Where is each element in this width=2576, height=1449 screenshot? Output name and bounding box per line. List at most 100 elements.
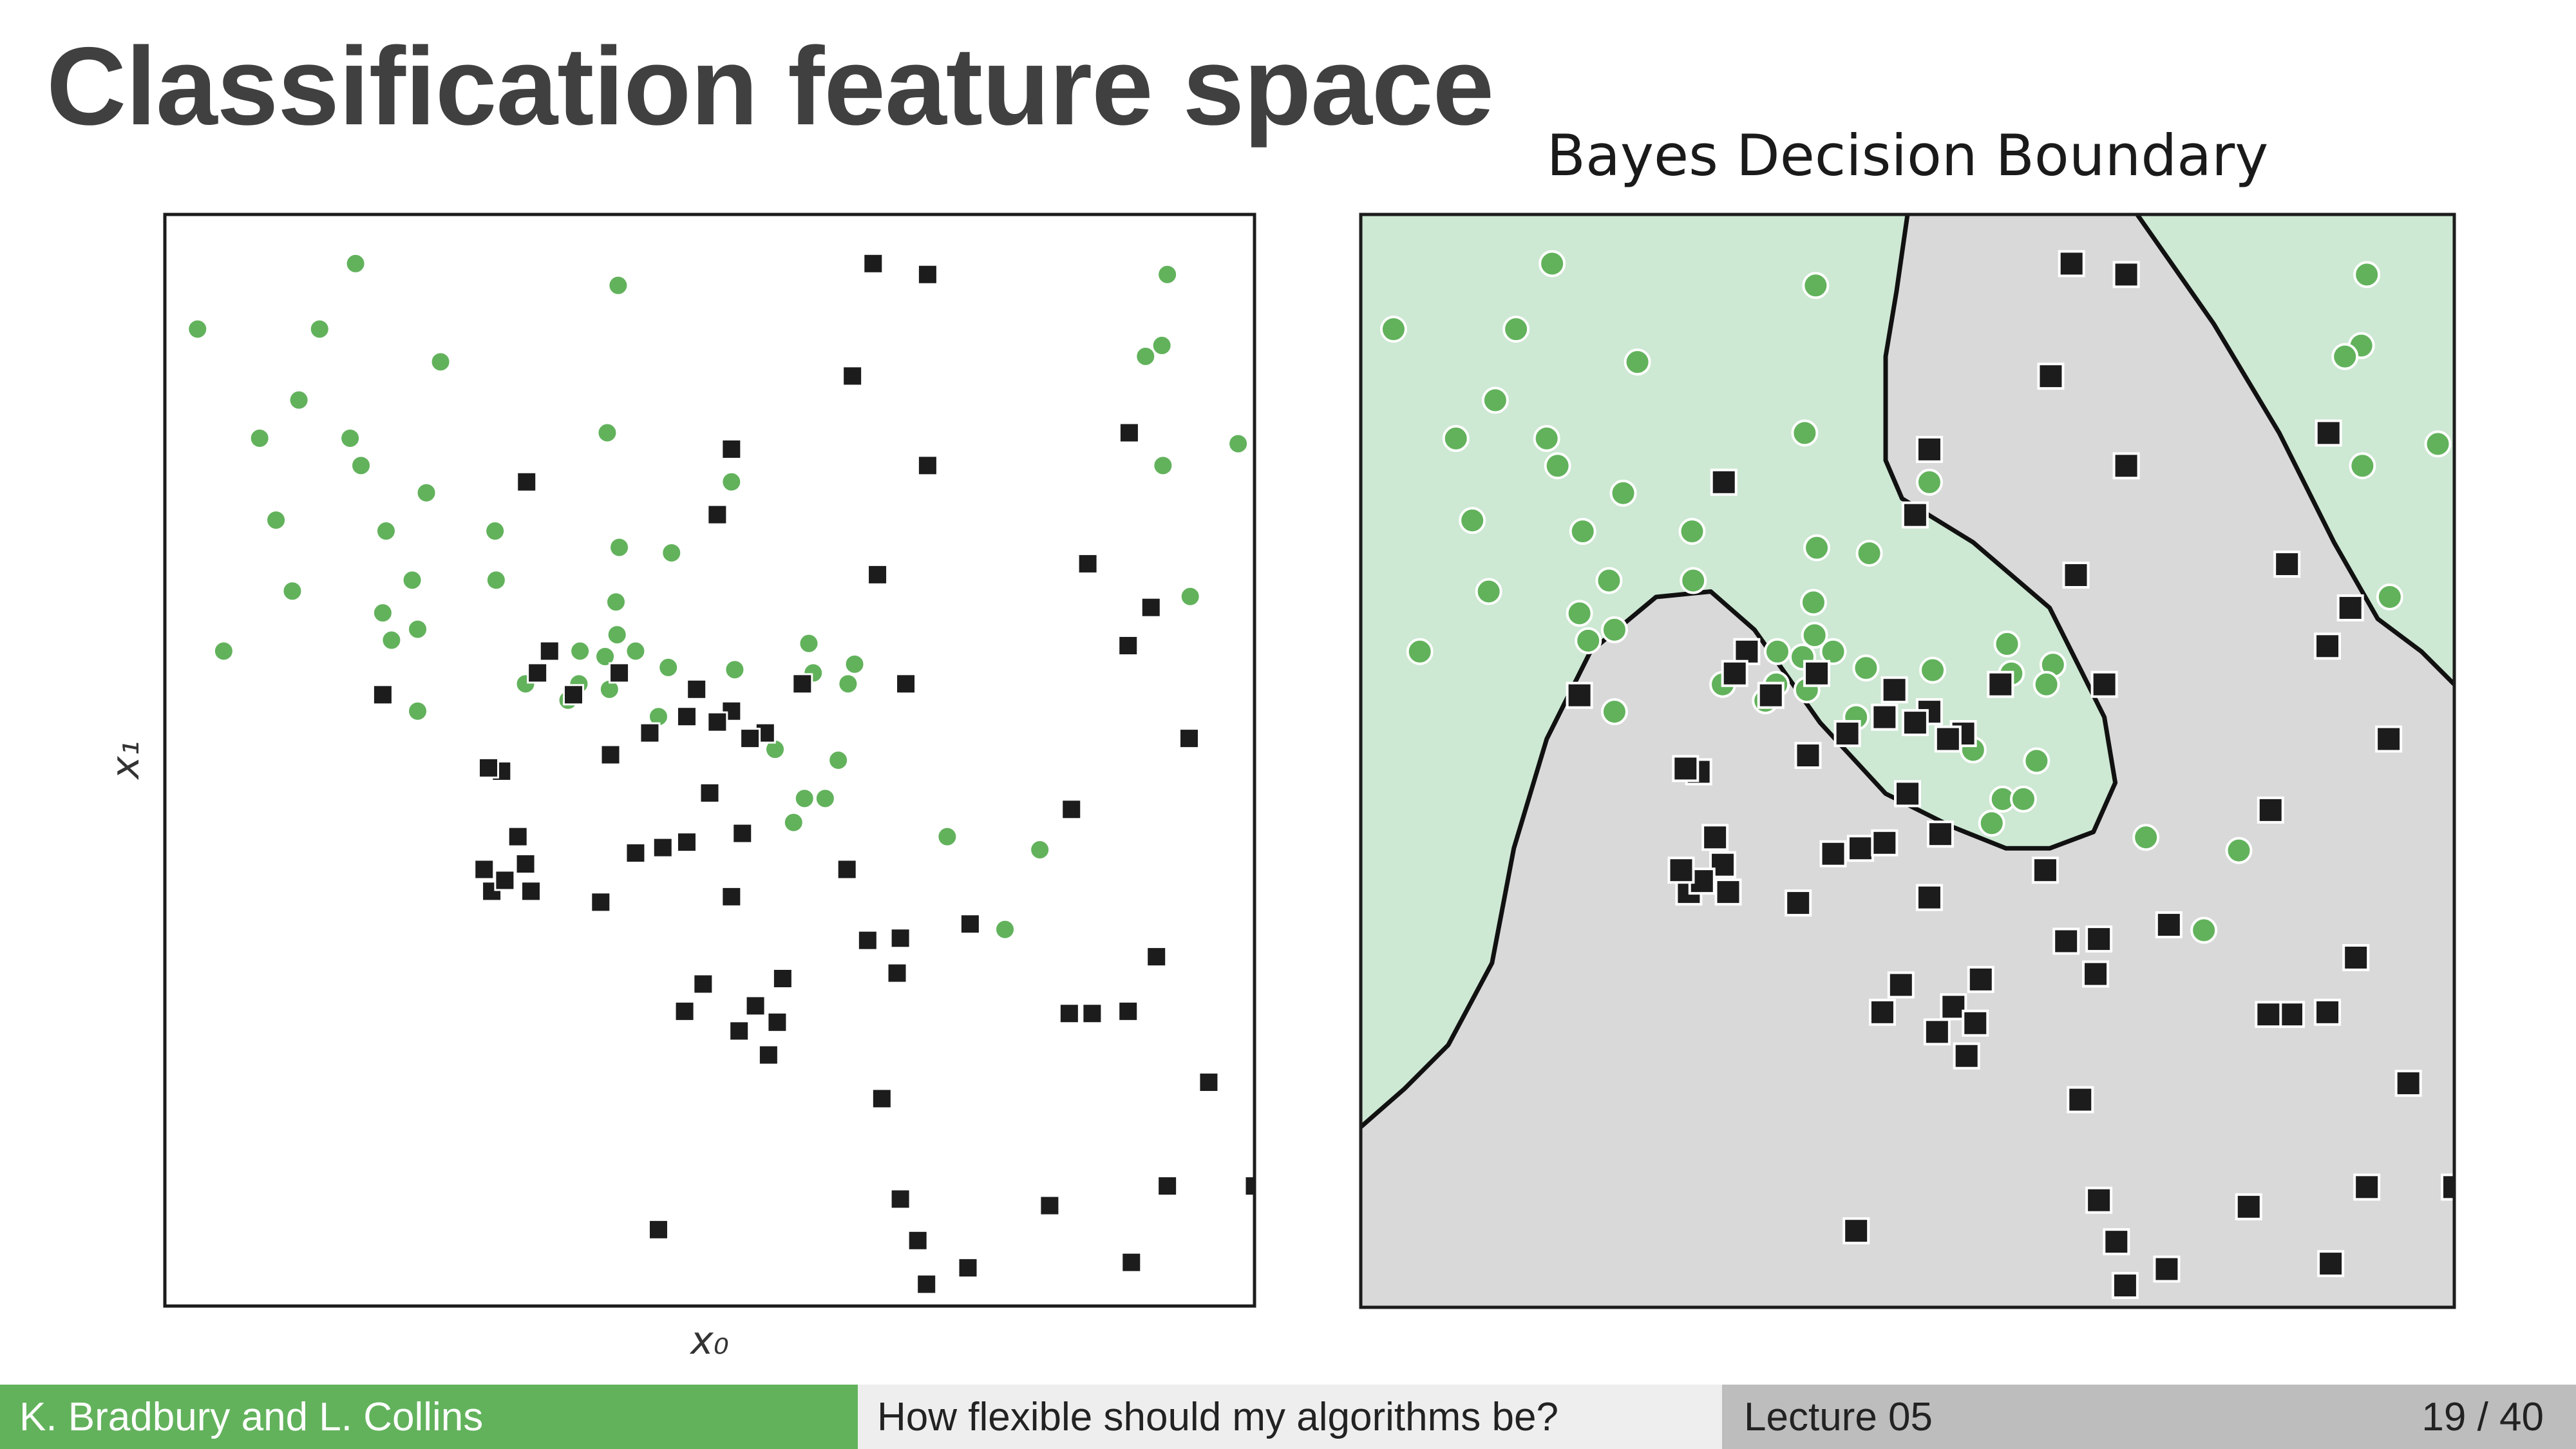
circle-class-point bbox=[249, 427, 270, 449]
circle-class-point bbox=[661, 542, 683, 564]
circle-class-point bbox=[828, 750, 849, 771]
square-class-point bbox=[2441, 1173, 2454, 1201]
square-class-point bbox=[1061, 799, 1083, 820]
square-class-point bbox=[2062, 562, 2090, 589]
bayes-decision-boundary-plot: Bayes Decision Boundary bbox=[1359, 122, 2456, 1309]
square-class-point bbox=[692, 973, 714, 995]
circle-class-point bbox=[1502, 316, 1530, 343]
circle-class-point bbox=[994, 918, 1016, 940]
square-class-point bbox=[867, 564, 889, 585]
circle-class-point bbox=[1029, 838, 1051, 860]
square-class-point bbox=[728, 1020, 750, 1042]
footer-authors: K. Bradbury and L. Collins bbox=[0, 1385, 858, 1449]
square-class-point bbox=[1819, 840, 1847, 867]
x-axis-label: x₀ bbox=[689, 1318, 729, 1363]
data-points bbox=[1379, 250, 2454, 1300]
y-axis-label: x₁ bbox=[103, 741, 148, 781]
square-class-point bbox=[1710, 468, 1738, 496]
circle-class-point bbox=[1978, 810, 2005, 837]
authors-text: K. Bradbury and L. Collins bbox=[19, 1394, 484, 1439]
circle-class-point bbox=[1919, 656, 1947, 684]
circle-class-point bbox=[213, 640, 234, 662]
slide-title: Classification feature space bbox=[46, 24, 1494, 148]
square-class-point bbox=[1117, 635, 1139, 657]
square-class-point bbox=[372, 684, 393, 706]
circle-class-point bbox=[1481, 386, 1509, 414]
circle-class-point bbox=[1406, 638, 1434, 665]
square-class-point bbox=[1803, 659, 1831, 687]
circle-class-point bbox=[407, 700, 429, 722]
footer-talk-title: How flexible should my algorithms be? bbox=[858, 1385, 1722, 1449]
square-class-point bbox=[1785, 889, 1812, 917]
circle-class-point bbox=[1801, 621, 1828, 649]
square-class-point bbox=[1794, 742, 1822, 770]
square-class-point bbox=[674, 1000, 696, 1022]
square-class-point bbox=[1178, 728, 1200, 750]
circle-class-point bbox=[2190, 916, 2218, 944]
square-class-point bbox=[1833, 720, 1861, 748]
square-class-point bbox=[676, 831, 697, 853]
square-class-point bbox=[600, 744, 621, 766]
circle-class-point bbox=[187, 318, 209, 340]
data-points bbox=[187, 252, 1255, 1295]
square-class-point bbox=[1842, 1217, 1870, 1245]
circle-class-point bbox=[1678, 518, 1706, 545]
circle-class-point bbox=[569, 640, 591, 662]
square-class-point bbox=[2067, 1086, 2094, 1113]
square-class-point bbox=[2155, 911, 2183, 939]
square-class-point bbox=[516, 471, 538, 493]
square-class-point bbox=[2353, 1173, 2381, 1201]
square-class-point bbox=[1987, 670, 2014, 698]
square-class-point bbox=[1923, 1018, 1951, 1046]
square-class-point bbox=[2090, 670, 2118, 698]
square-class-point bbox=[520, 880, 542, 902]
square-class-point bbox=[1926, 820, 1954, 848]
square-class-point bbox=[2342, 943, 2370, 971]
circle-class-point bbox=[430, 351, 451, 373]
circle-class-point bbox=[1533, 424, 1560, 452]
boundary-line bbox=[2135, 214, 2454, 687]
circle-class-point bbox=[1442, 424, 1470, 452]
circle-class-point bbox=[401, 569, 423, 591]
square-class-point bbox=[1871, 829, 1899, 857]
circle-class-point bbox=[1680, 567, 1707, 594]
square-class-point bbox=[1953, 1042, 1980, 1070]
square-class-point bbox=[2235, 1193, 2262, 1220]
square-class-point bbox=[2314, 998, 2342, 1026]
square-class-point bbox=[2103, 1228, 2130, 1256]
circle-class-point bbox=[1157, 263, 1179, 285]
square-class-point bbox=[757, 1044, 779, 1066]
circle-class-point bbox=[1179, 585, 1201, 607]
page-number: 19 / 40 bbox=[2421, 1394, 2544, 1439]
square-class-point bbox=[1880, 676, 1908, 704]
square-class-point bbox=[721, 438, 743, 460]
circle-class-point bbox=[485, 569, 507, 591]
square-class-point bbox=[959, 913, 981, 935]
circle-class-point bbox=[1855, 540, 1883, 567]
square-class-point bbox=[1901, 709, 1929, 737]
square-class-point bbox=[1894, 780, 1921, 808]
circle-class-point bbox=[1763, 638, 1791, 665]
lecture-text: Lecture 05 bbox=[1744, 1394, 1933, 1439]
square-class-point bbox=[842, 365, 864, 387]
square-class-point bbox=[1962, 1009, 1989, 1037]
circle-class-point bbox=[281, 580, 303, 602]
circle-class-point bbox=[936, 826, 958, 848]
circle-class-point bbox=[1852, 654, 1880, 682]
square-class-point bbox=[473, 858, 495, 880]
circle-class-point bbox=[1475, 578, 1502, 605]
circle-class-point bbox=[2009, 785, 2037, 813]
circle-class-point bbox=[2225, 837, 2253, 864]
square-class-point bbox=[744, 995, 766, 1017]
square-class-point bbox=[889, 927, 911, 949]
square-class-point bbox=[857, 929, 878, 951]
circle-class-point bbox=[1915, 468, 1943, 496]
square-class-point bbox=[625, 842, 647, 864]
square-class-point bbox=[1672, 755, 1700, 782]
square-class-point bbox=[1121, 1251, 1142, 1273]
square-class-point bbox=[1140, 596, 1162, 618]
circle-class-point bbox=[609, 536, 630, 558]
square-class-point bbox=[1039, 1195, 1061, 1217]
square-class-point bbox=[609, 662, 630, 684]
square-class-point bbox=[1701, 824, 1729, 851]
